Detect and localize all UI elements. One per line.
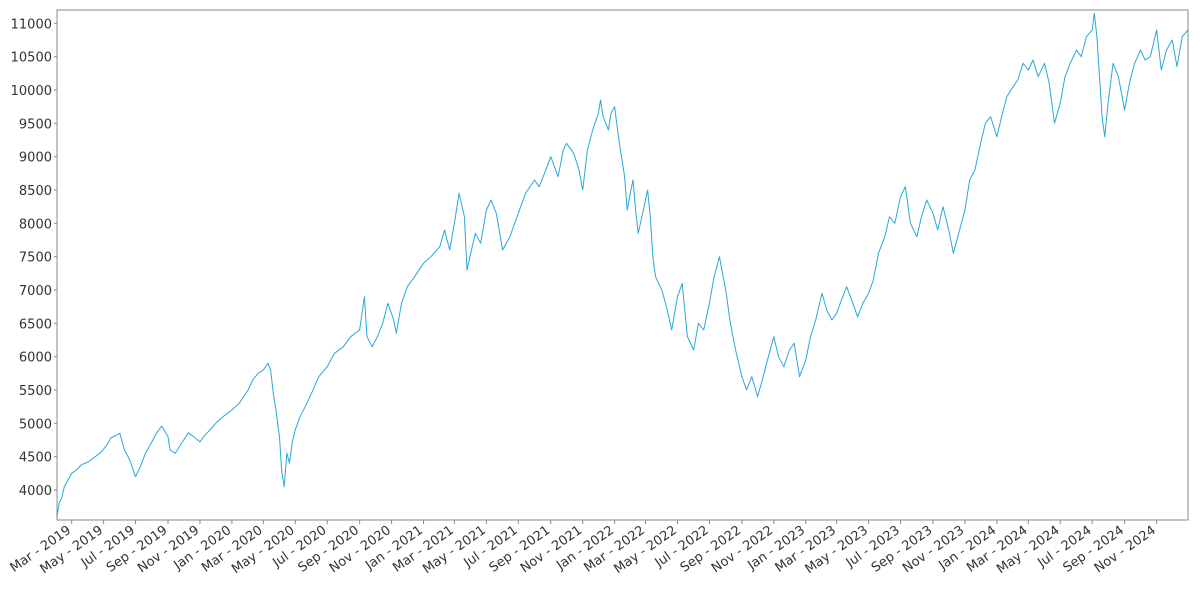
y-tick-label: 9000 xyxy=(19,151,52,166)
y-tick-label: 4000 xyxy=(19,484,52,499)
y-tick-label: 10500 xyxy=(11,51,52,66)
y-tick-label: 8500 xyxy=(19,184,52,199)
y-tick-label: 10000 xyxy=(11,84,52,99)
y-tick-label: 6500 xyxy=(19,317,52,332)
y-tick-label: 7000 xyxy=(19,284,52,299)
y-tick-label: 7500 xyxy=(19,251,52,266)
y-tick-label: 9500 xyxy=(19,117,52,132)
series-group xyxy=(56,12,1189,517)
y-tick-label: 6000 xyxy=(19,351,52,366)
series-line-0 xyxy=(56,12,1189,517)
y-tick-label: 5000 xyxy=(19,417,52,432)
y-tick-label: 4500 xyxy=(19,451,52,466)
plot-area-frame xyxy=(56,9,1189,521)
y-tick-label: 8000 xyxy=(19,217,52,232)
y-axis: 4000 4500 5000 5500 6000 6500 7000 7500 8000 8500… xyxy=(11,17,57,499)
y-tick-label: 5500 xyxy=(19,384,52,399)
y-tick-label: 11000 xyxy=(11,17,52,32)
